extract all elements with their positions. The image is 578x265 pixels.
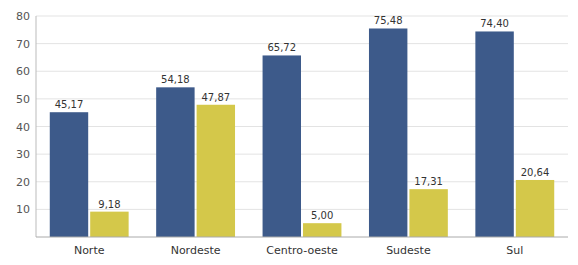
data-label: 47,87 — [201, 92, 230, 103]
x-tick-label: Sul — [506, 244, 523, 257]
y-tick-label: 30 — [16, 148, 30, 161]
y-axis: 10 20 30 40 50 60 70 80 — [16, 10, 36, 237]
data-label: 54,18 — [161, 74, 190, 85]
bar — [516, 180, 554, 237]
x-tick-label: Sudeste — [386, 244, 431, 257]
data-label: 20,64 — [521, 167, 550, 178]
bar — [409, 189, 447, 237]
data-label: 74,40 — [480, 18, 509, 29]
data-label: 75,48 — [374, 15, 403, 26]
bar — [197, 105, 235, 237]
bars — [50, 28, 554, 237]
bar — [90, 212, 128, 237]
data-label: 5,00 — [311, 210, 333, 221]
bar — [303, 223, 341, 237]
bar — [369, 28, 407, 237]
bar — [156, 87, 194, 237]
y-tick-label: 50 — [16, 93, 30, 106]
bar — [263, 55, 301, 237]
x-axis: Norte Nordeste Centro-oeste Sudeste Sul — [36, 237, 568, 257]
bar — [50, 112, 88, 237]
x-axis-line — [36, 237, 568, 238]
y-tick-label: 80 — [16, 10, 30, 23]
data-label: 45,17 — [55, 99, 84, 110]
page: {"chart_data": {"type": "bar", "categori… — [0, 0, 578, 265]
y-tick-label: 10 — [16, 203, 30, 216]
bar — [475, 31, 513, 237]
data-label: 17,31 — [414, 176, 443, 187]
x-tick-label: Centro-oeste — [266, 244, 338, 257]
y-tick-label: 70 — [16, 38, 30, 51]
y-tick-label: 20 — [16, 176, 30, 189]
chart-container: 10 20 30 40 50 60 70 80 45,17 54,18 65,72 75,48 74,4… — [0, 0, 578, 265]
y-tick-label: 60 — [16, 65, 30, 78]
data-label: 9,18 — [98, 199, 120, 210]
y-axis-line — [36, 16, 37, 237]
chart: 10 20 30 40 50 60 70 80 45,17 54,18 65,72 75,48 74,4… — [0, 0, 578, 265]
x-tick-label: Nordeste — [171, 244, 221, 257]
x-tick-label: Norte — [74, 244, 105, 257]
y-tick-label: 40 — [16, 121, 30, 134]
grid-line — [36, 16, 568, 17]
data-label: 65,72 — [267, 42, 296, 53]
data-labels: 45,17 54,18 65,72 75,48 74,40 9,18 47,87 5,00 17… — [55, 15, 550, 221]
